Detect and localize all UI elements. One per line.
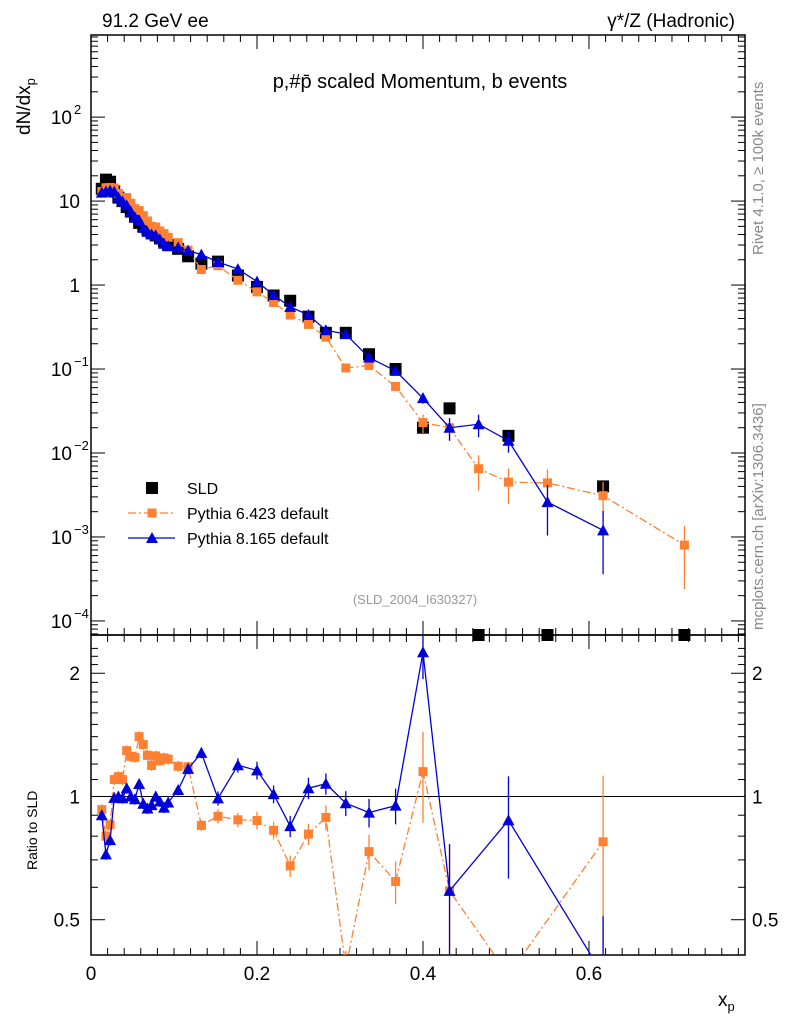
ratio-y-tick-label-right: 1 [752, 787, 763, 808]
x-tick-label: 0.6 [576, 964, 602, 985]
y-tick-label: 10 [51, 360, 72, 381]
series-0 [95, 173, 691, 641]
mc-point [391, 381, 401, 391]
series-2 [95, 184, 610, 575]
ratio-y-axis-label: Ratio to SLD [24, 791, 40, 870]
y-tick-exponent: 2 [74, 102, 81, 117]
y-tick-label: 10 [51, 612, 72, 633]
x-tick-label: 0.4 [410, 964, 437, 985]
ratio-point [416, 646, 429, 658]
chart-title: p,#p̄ scaled Momentum, b events [273, 71, 568, 93]
ratio-point [95, 809, 108, 821]
x-axis-label: xp [718, 990, 735, 1014]
side-label-bottom: mcplots.cern.ch [arXiv:1306.3436] [750, 403, 767, 630]
side-label-top: Rivet 4.1.0, ≥ 100k events [750, 82, 767, 255]
legend-marker [146, 482, 158, 494]
y-tick-label: 10 [59, 192, 80, 213]
header-right: γ*/Z (Hadronic) [607, 11, 735, 32]
y-tick-exponent: −3 [74, 522, 89, 537]
y-tick-exponent: −2 [74, 438, 89, 453]
ratio-point [133, 777, 146, 789]
x-tick-label: 0 [86, 964, 97, 985]
ratio-point [341, 963, 350, 972]
ratio-y-tick-label-right: 2 [752, 664, 763, 685]
analysis-id: (SLD_2004_I630327) [353, 592, 477, 607]
y-tick-label: 10 [51, 444, 72, 465]
ratio-point [101, 831, 111, 841]
y-tick-label: 10 [51, 108, 72, 129]
legend-label: Pythia 8.165 default [187, 531, 329, 548]
y-axis-label: dN/dxp [14, 78, 38, 135]
series-line [101, 190, 604, 531]
ratio-frame [90, 634, 746, 956]
legend: SLD Pythia 6.423 default Pythia 8.165 defa… [128, 481, 329, 548]
data-point [443, 402, 456, 415]
y-tick-label: 10 [51, 528, 72, 549]
ratio-y-tick-label: 0.5 [54, 911, 80, 932]
ratio-plot: 0 0.2 0.4 0.6 2 2 1 1 0.5 0.5 [54, 634, 778, 985]
ratio-line [101, 734, 604, 955]
x-tick-label: 0.2 [244, 964, 270, 985]
ratio-line [101, 652, 592, 955]
legend-marker [146, 532, 158, 543]
legend-marker [147, 508, 157, 518]
mc-point [122, 193, 132, 203]
legend-label: SLD [187, 481, 218, 498]
data-point [284, 294, 297, 307]
ratio-point [196, 820, 206, 830]
ratio-series-2 [95, 635, 604, 955]
mc-point [196, 265, 206, 275]
ratio-y-tick-label: 2 [69, 664, 80, 685]
ratio-point [118, 775, 128, 785]
ratio-point [233, 815, 243, 825]
ratio-point [321, 812, 331, 822]
legend-label: Pythia 6.423 default [187, 506, 329, 523]
mc-point [252, 287, 262, 297]
ratio-point [391, 876, 401, 886]
y-tick-label: 1 [69, 276, 80, 297]
ratio-series-1 [97, 731, 608, 980]
ratio-point [504, 971, 513, 980]
mc-point [163, 232, 173, 242]
mc-point [142, 216, 152, 226]
y-tick-exponent: −4 [74, 606, 89, 621]
ratio-y-tick-label: 1 [69, 787, 80, 808]
ratio-y-tick-label-right: 0.5 [752, 911, 778, 932]
header-left: 91.2 GeV ee [102, 11, 209, 32]
y-tick-exponent: −1 [74, 354, 89, 369]
